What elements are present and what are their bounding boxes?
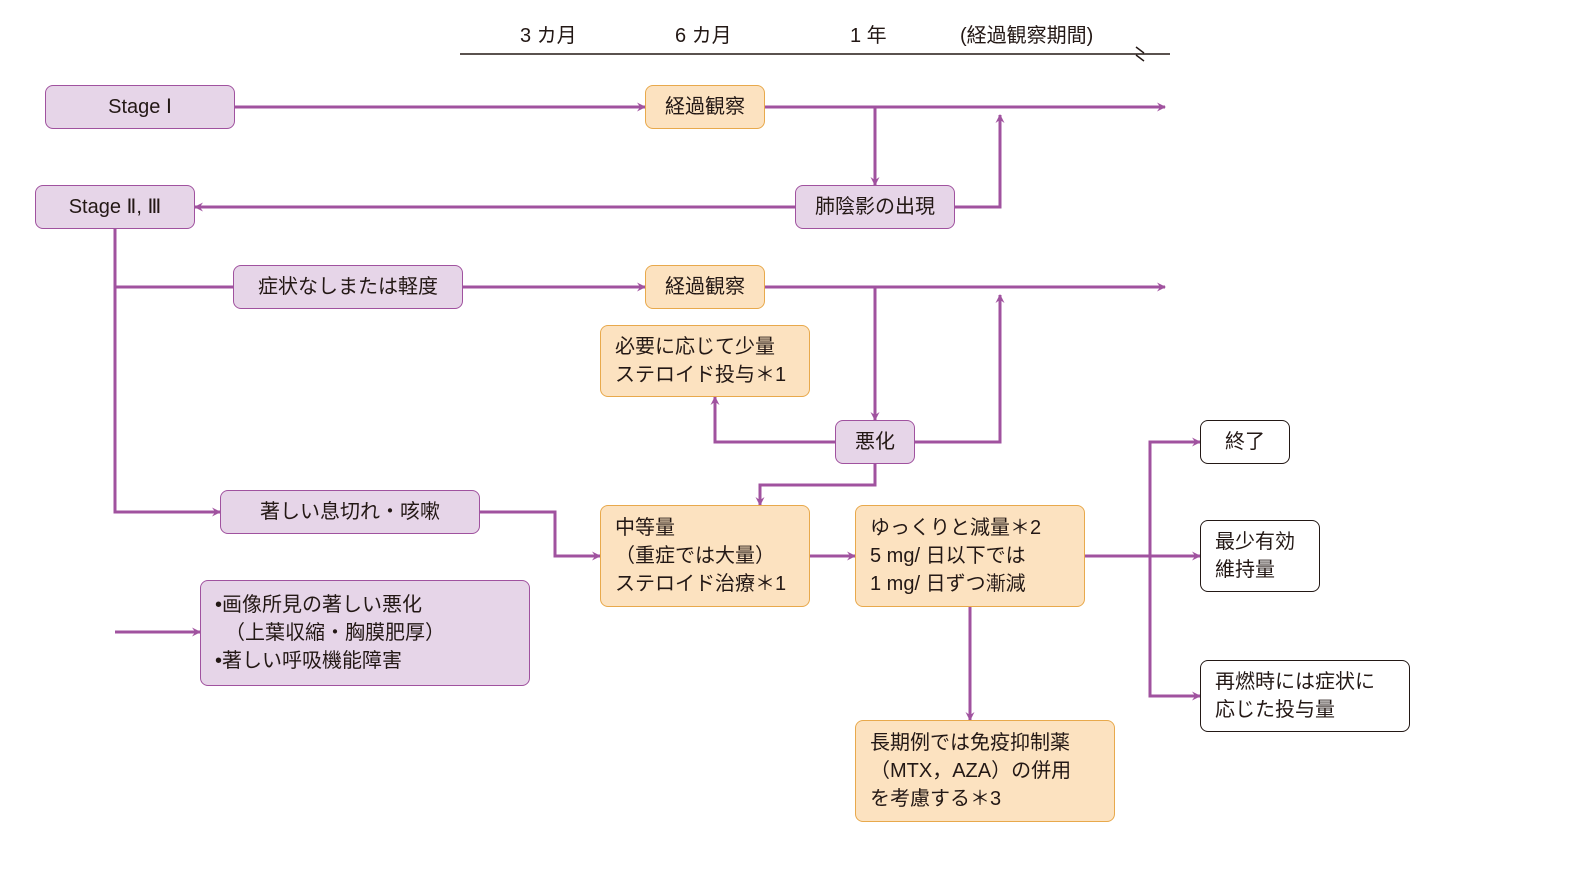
node-dyspnea: 著しい息切れ・咳嗽 [220, 490, 480, 534]
node-minmaint: 最少有効 維持量 [1200, 520, 1320, 592]
node-obs1: 経過観察 [645, 85, 765, 129]
node-relapse: 再燃時には症状に 応じた投与量 [1200, 660, 1410, 732]
timeline-label: 3 カ月 [520, 26, 577, 46]
node-medster: 中等量 （重症では大量） ステロイド治療＊1 [600, 505, 810, 607]
timeline-label: 6 カ月 [675, 26, 732, 46]
timeline-label: (経過観察期間) [960, 26, 1093, 46]
node-obs2: 経過観察 [645, 265, 765, 309]
node-stage1: Stage Ⅰ [45, 85, 235, 129]
node-lung: 肺陰影の出現 [795, 185, 955, 229]
node-imsup: 長期例では免疫抑制薬 （MTX，AZA）の併用 を考慮する＊3 [855, 720, 1115, 822]
edges-layer [20, 20, 1551, 863]
flowchart-canvas: 3 カ月6 カ月1 年(経過観察期間)Stage Ⅰ経過観察肺陰影の出現Stag… [20, 20, 1551, 863]
node-mild: 症状なしまたは軽度 [233, 265, 463, 309]
node-stage23: Stage Ⅱ, Ⅲ [35, 185, 195, 229]
node-taper: ゆっくりと減量＊2 5 mg/ 日以下では 1 mg/ 日ずつ漸減 [855, 505, 1085, 607]
timeline-label: 1 年 [850, 26, 887, 46]
node-worsen: 悪化 [835, 420, 915, 464]
node-lowster: 必要に応じて少量 ステロイド投与＊1 [600, 325, 810, 397]
node-imaging: •画像所見の著しい悪化 （上葉収縮・胸膜肥厚） •著しい呼吸機能障害 [200, 580, 530, 686]
node-end: 終了 [1200, 420, 1290, 464]
